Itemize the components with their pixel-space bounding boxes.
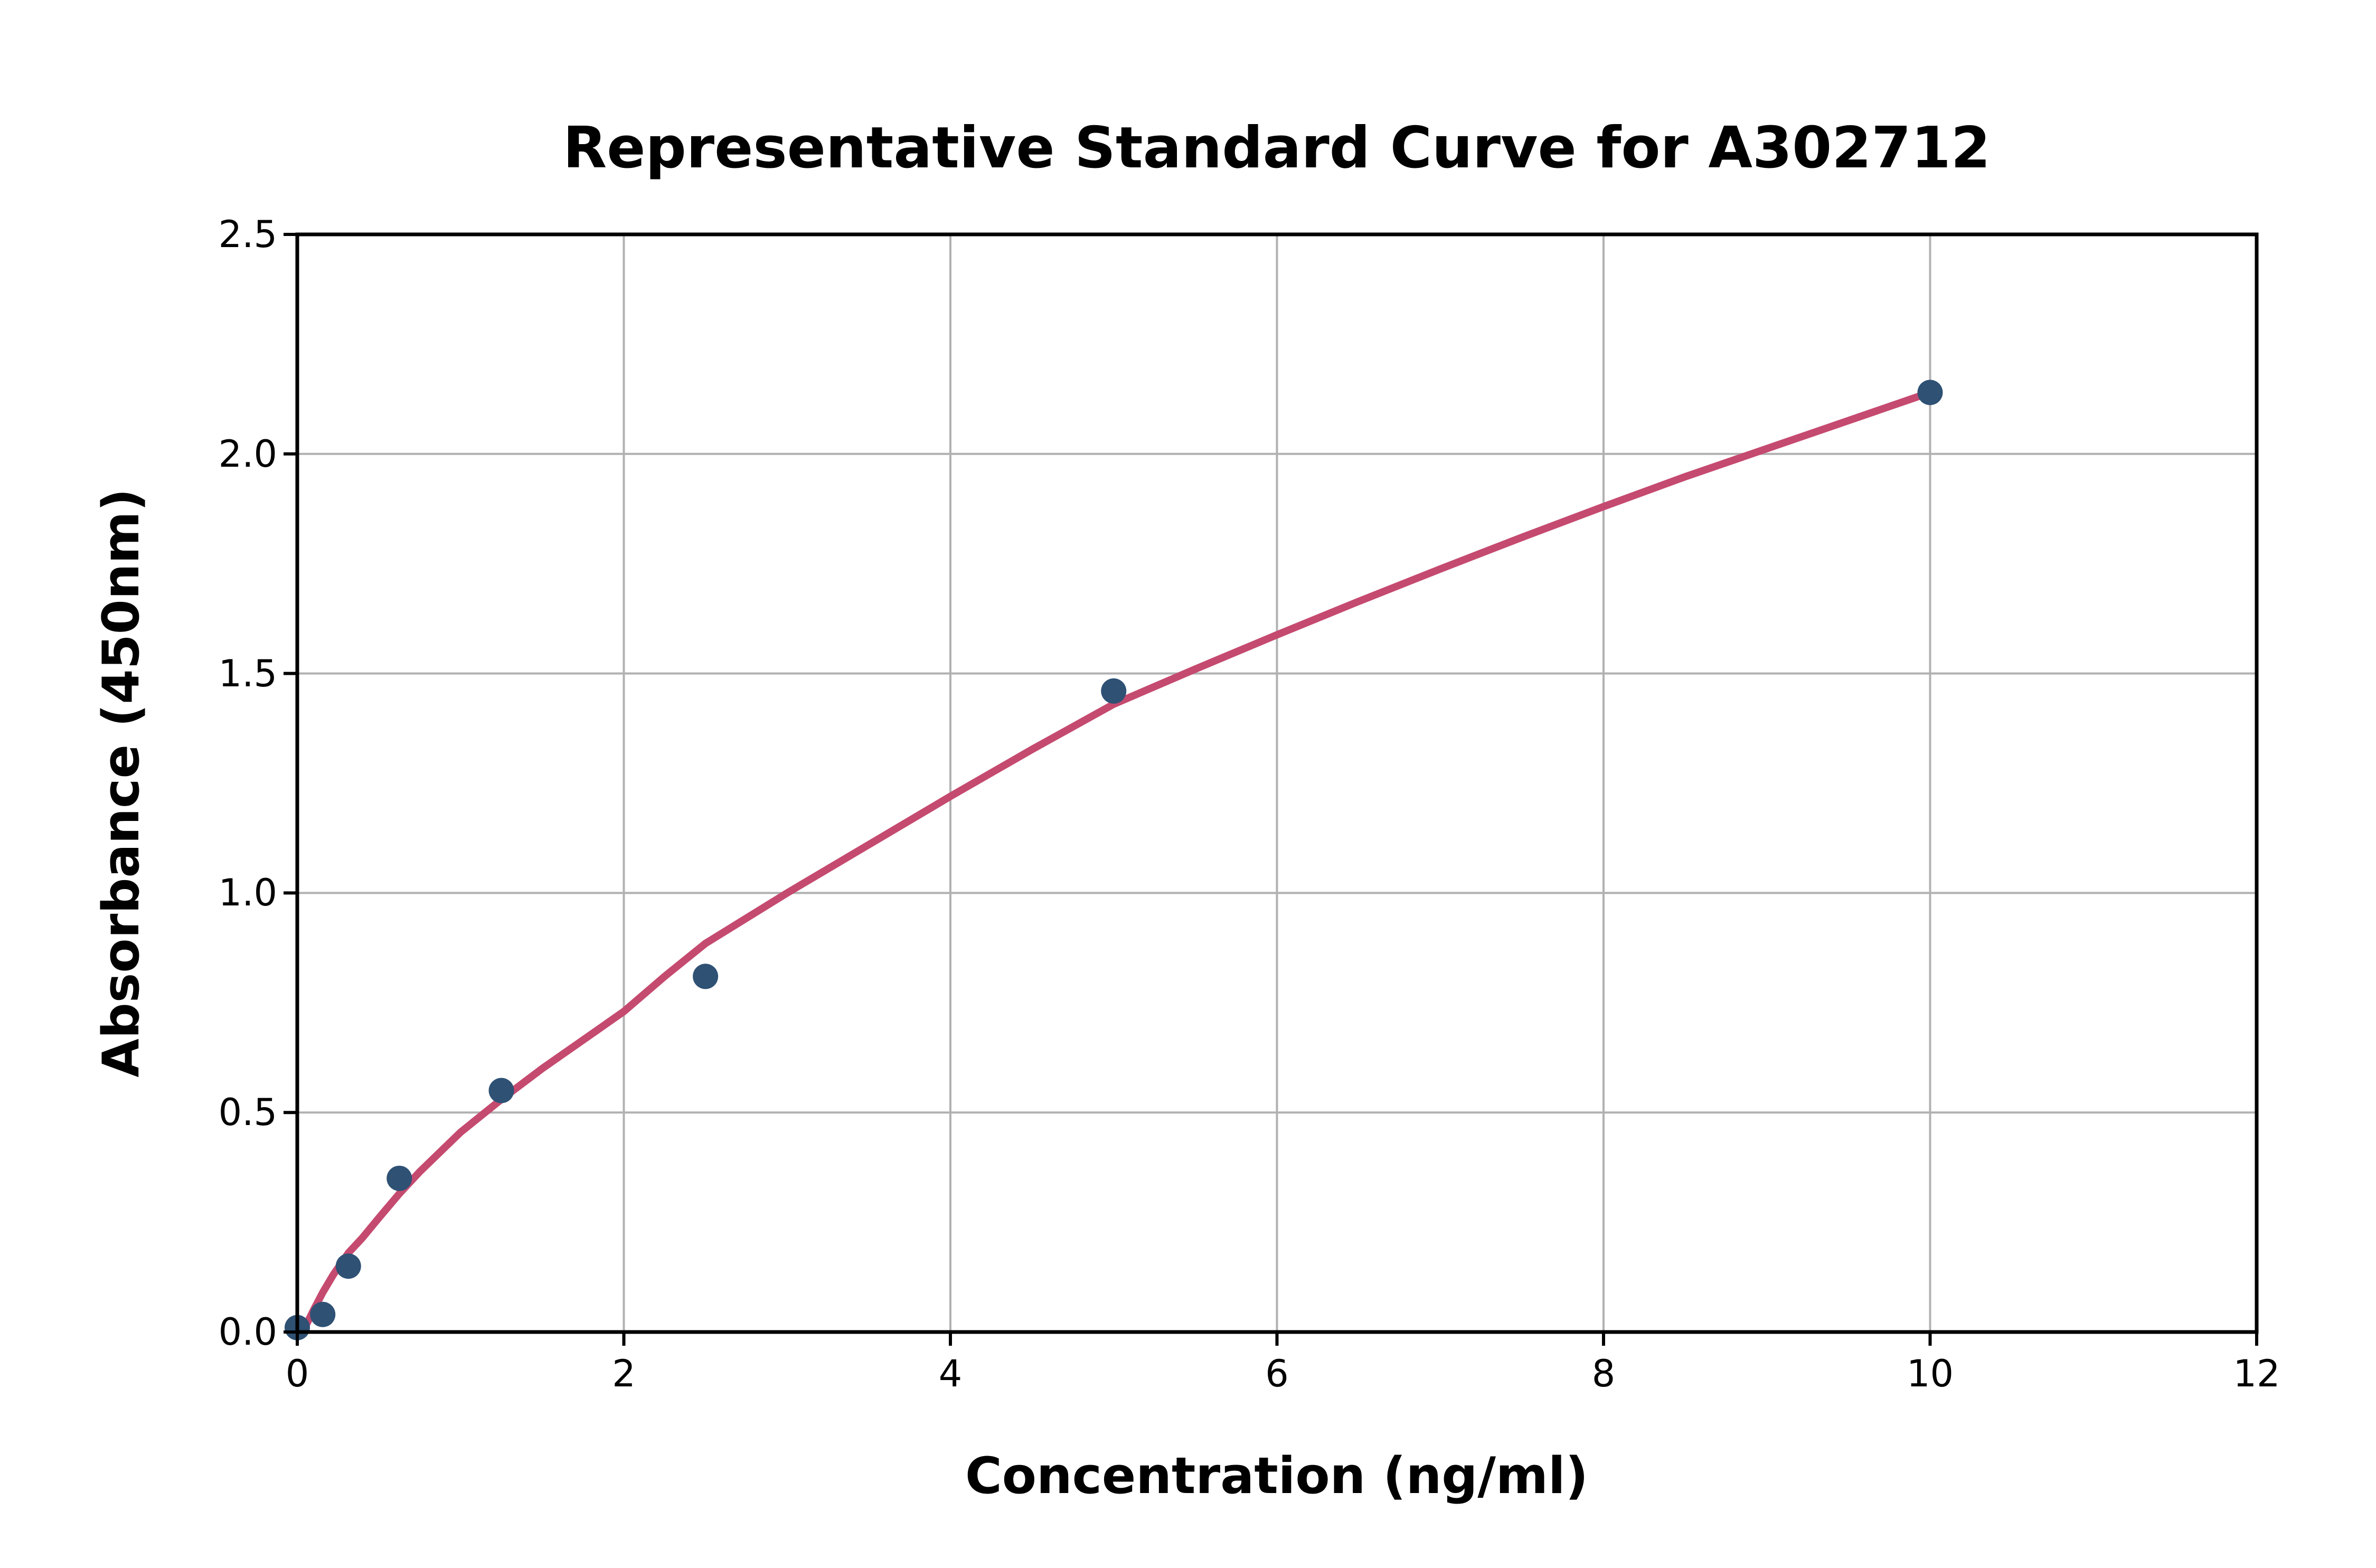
y-tick-label: 2.0 bbox=[218, 432, 277, 476]
data-point bbox=[693, 964, 719, 989]
data-point bbox=[1101, 678, 1127, 704]
y-tick-label: 0.0 bbox=[218, 1310, 277, 1354]
data-point bbox=[335, 1253, 361, 1279]
y-tick-label: 1.0 bbox=[218, 871, 277, 915]
x-tick-label: 12 bbox=[2233, 1352, 2280, 1395]
x-tick-label: 10 bbox=[1906, 1352, 1954, 1395]
x-tick-label: 6 bbox=[1265, 1352, 1289, 1395]
chart-title: Representative Standard Curve for A30271… bbox=[563, 115, 1991, 181]
x-axis-label: Concentration (ng/ml) bbox=[965, 1447, 1589, 1505]
y-tick-label: 2.5 bbox=[218, 213, 277, 256]
data-point bbox=[488, 1078, 514, 1103]
data-point bbox=[386, 1165, 412, 1191]
fitted-curve bbox=[300, 389, 1934, 1334]
y-tick-label: 0.5 bbox=[218, 1091, 277, 1135]
data-point bbox=[1917, 380, 1943, 405]
y-tick-label: 1.5 bbox=[218, 651, 277, 695]
y-axis-label: Absorbance (450nm) bbox=[92, 488, 150, 1078]
x-tick-label: 8 bbox=[1591, 1352, 1616, 1395]
x-tick-label: 2 bbox=[612, 1352, 636, 1395]
data-point bbox=[310, 1301, 336, 1327]
x-tick-label: 0 bbox=[285, 1352, 309, 1395]
x-tick-label: 4 bbox=[938, 1352, 963, 1395]
